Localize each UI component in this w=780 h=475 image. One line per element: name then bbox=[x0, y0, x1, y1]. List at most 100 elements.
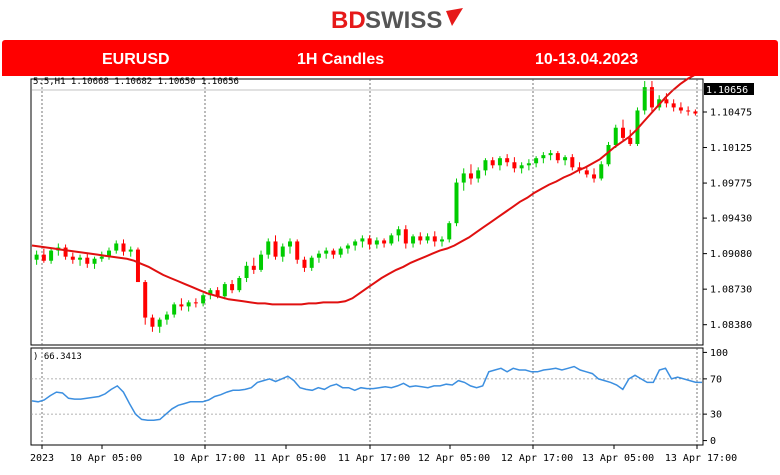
candle-body bbox=[490, 160, 495, 166]
candle-body bbox=[107, 250, 112, 257]
candle-body bbox=[331, 250, 336, 255]
candle-body bbox=[563, 157, 568, 161]
rsi-panel-frame bbox=[30, 347, 704, 446]
time-tick-label: 11 Apr 17:00 bbox=[338, 453, 410, 464]
candle-body bbox=[309, 257, 314, 268]
time-tick-label: 13 Apr 17:00 bbox=[665, 453, 737, 464]
candle-body bbox=[642, 87, 647, 111]
last-price-tag bbox=[704, 83, 754, 95]
candle-body bbox=[259, 254, 264, 270]
rsi-tick-label: 70 bbox=[710, 374, 722, 385]
candle-body bbox=[497, 158, 502, 166]
ohlc-info-text: 5.5,H1 1.10668 1.10682 1.10650 1.10656 bbox=[33, 77, 239, 87]
time-tick-label: 10 Apr 17:00 bbox=[173, 453, 245, 464]
candle-body bbox=[295, 241, 300, 260]
candle-body bbox=[135, 249, 140, 283]
candle-body bbox=[41, 254, 46, 261]
candle-body bbox=[382, 240, 387, 244]
candle-body bbox=[193, 302, 198, 304]
candle-body bbox=[461, 173, 466, 183]
candle-body bbox=[280, 246, 285, 257]
candle-body bbox=[374, 240, 379, 245]
time-tick-label: 12 Apr 17:00 bbox=[501, 453, 573, 464]
logo-bd: BD bbox=[331, 7, 366, 34]
candle-body bbox=[526, 163, 531, 166]
candle-body bbox=[432, 236, 437, 242]
candle-body bbox=[273, 241, 278, 257]
candle-body bbox=[512, 162, 517, 169]
candle-body bbox=[548, 153, 553, 156]
price-tick-label: 1.08380 bbox=[710, 320, 752, 331]
rsi-level-lines bbox=[31, 378, 703, 415]
candle-body bbox=[244, 265, 249, 278]
candle-body bbox=[121, 243, 126, 252]
time-tick-label: 12 Apr 05:00 bbox=[418, 453, 490, 464]
candle-body bbox=[338, 248, 343, 255]
price-tick-label: 1.09080 bbox=[710, 249, 752, 260]
bdswiss-logo: BD SWISS bbox=[0, 0, 780, 40]
candle-body bbox=[128, 249, 133, 252]
rsi-tick-label: 0 bbox=[710, 436, 716, 447]
candle-body bbox=[215, 290, 220, 297]
candle-body bbox=[411, 236, 416, 244]
candle-body bbox=[389, 235, 394, 244]
candle-body bbox=[396, 229, 401, 236]
candle-body bbox=[678, 107, 683, 111]
candle-body bbox=[78, 257, 83, 260]
rsi-line bbox=[31, 365, 702, 422]
candle-body bbox=[287, 241, 292, 247]
candle-body bbox=[476, 170, 481, 179]
candle-body bbox=[251, 265, 256, 270]
header-date-range: 10-13.04.2023 bbox=[535, 51, 639, 68]
logo-arrow-icon bbox=[446, 8, 463, 26]
candle-body bbox=[237, 277, 242, 291]
candle-body bbox=[570, 157, 575, 168]
candle-body bbox=[353, 241, 358, 246]
candle-body bbox=[693, 111, 698, 114]
candle-body bbox=[425, 236, 430, 241]
candle-body bbox=[172, 304, 177, 315]
candle-body bbox=[99, 256, 104, 259]
candle-body bbox=[92, 258, 97, 264]
candle-body bbox=[519, 165, 524, 169]
candle-body bbox=[505, 158, 510, 163]
candle-body bbox=[599, 164, 604, 179]
price-tick-label: 1.10125 bbox=[710, 143, 752, 154]
candle-body bbox=[360, 238, 365, 242]
candle-body bbox=[143, 282, 148, 318]
candle-body bbox=[664, 99, 669, 104]
last-price-label: 1.10656 bbox=[706, 85, 748, 96]
candle-body bbox=[157, 319, 162, 327]
chart-header-bar: EURUSD 1H Candles 10-13.04.2023 bbox=[2, 40, 778, 76]
candle-body bbox=[34, 254, 39, 260]
candle-body bbox=[447, 223, 452, 240]
candle-body bbox=[114, 243, 119, 251]
moving-average-line bbox=[31, 76, 695, 306]
candle-body bbox=[164, 314, 169, 320]
candle-body bbox=[649, 87, 654, 108]
candle-body bbox=[468, 173, 473, 179]
candle-body bbox=[85, 257, 90, 264]
candle-body bbox=[454, 182, 459, 224]
price-chart: 5.5,H1 1.10668 1.10682 1.10650 1.10656 1… bbox=[0, 76, 780, 475]
candle-body bbox=[302, 259, 307, 268]
candles bbox=[34, 81, 698, 333]
time-tick-label: 11 Apr 05:00 bbox=[254, 453, 326, 464]
candle-body bbox=[230, 284, 235, 291]
candle-body bbox=[403, 229, 408, 244]
candle-body bbox=[179, 304, 184, 307]
candle-body bbox=[208, 290, 213, 296]
candle-body bbox=[592, 174, 597, 179]
candle-body bbox=[628, 137, 633, 144]
price-tick-label: 1.09775 bbox=[710, 179, 752, 190]
candle-body bbox=[222, 284, 227, 297]
candle-body bbox=[613, 127, 618, 145]
candle-body bbox=[440, 239, 445, 242]
candle-body bbox=[150, 317, 155, 327]
candle-body bbox=[555, 153, 560, 161]
candle-body bbox=[266, 241, 271, 255]
candle-body bbox=[671, 103, 676, 108]
candle-body bbox=[534, 158, 539, 164]
candle-body bbox=[541, 155, 546, 159]
header-symbol: EURUSD bbox=[102, 51, 170, 68]
